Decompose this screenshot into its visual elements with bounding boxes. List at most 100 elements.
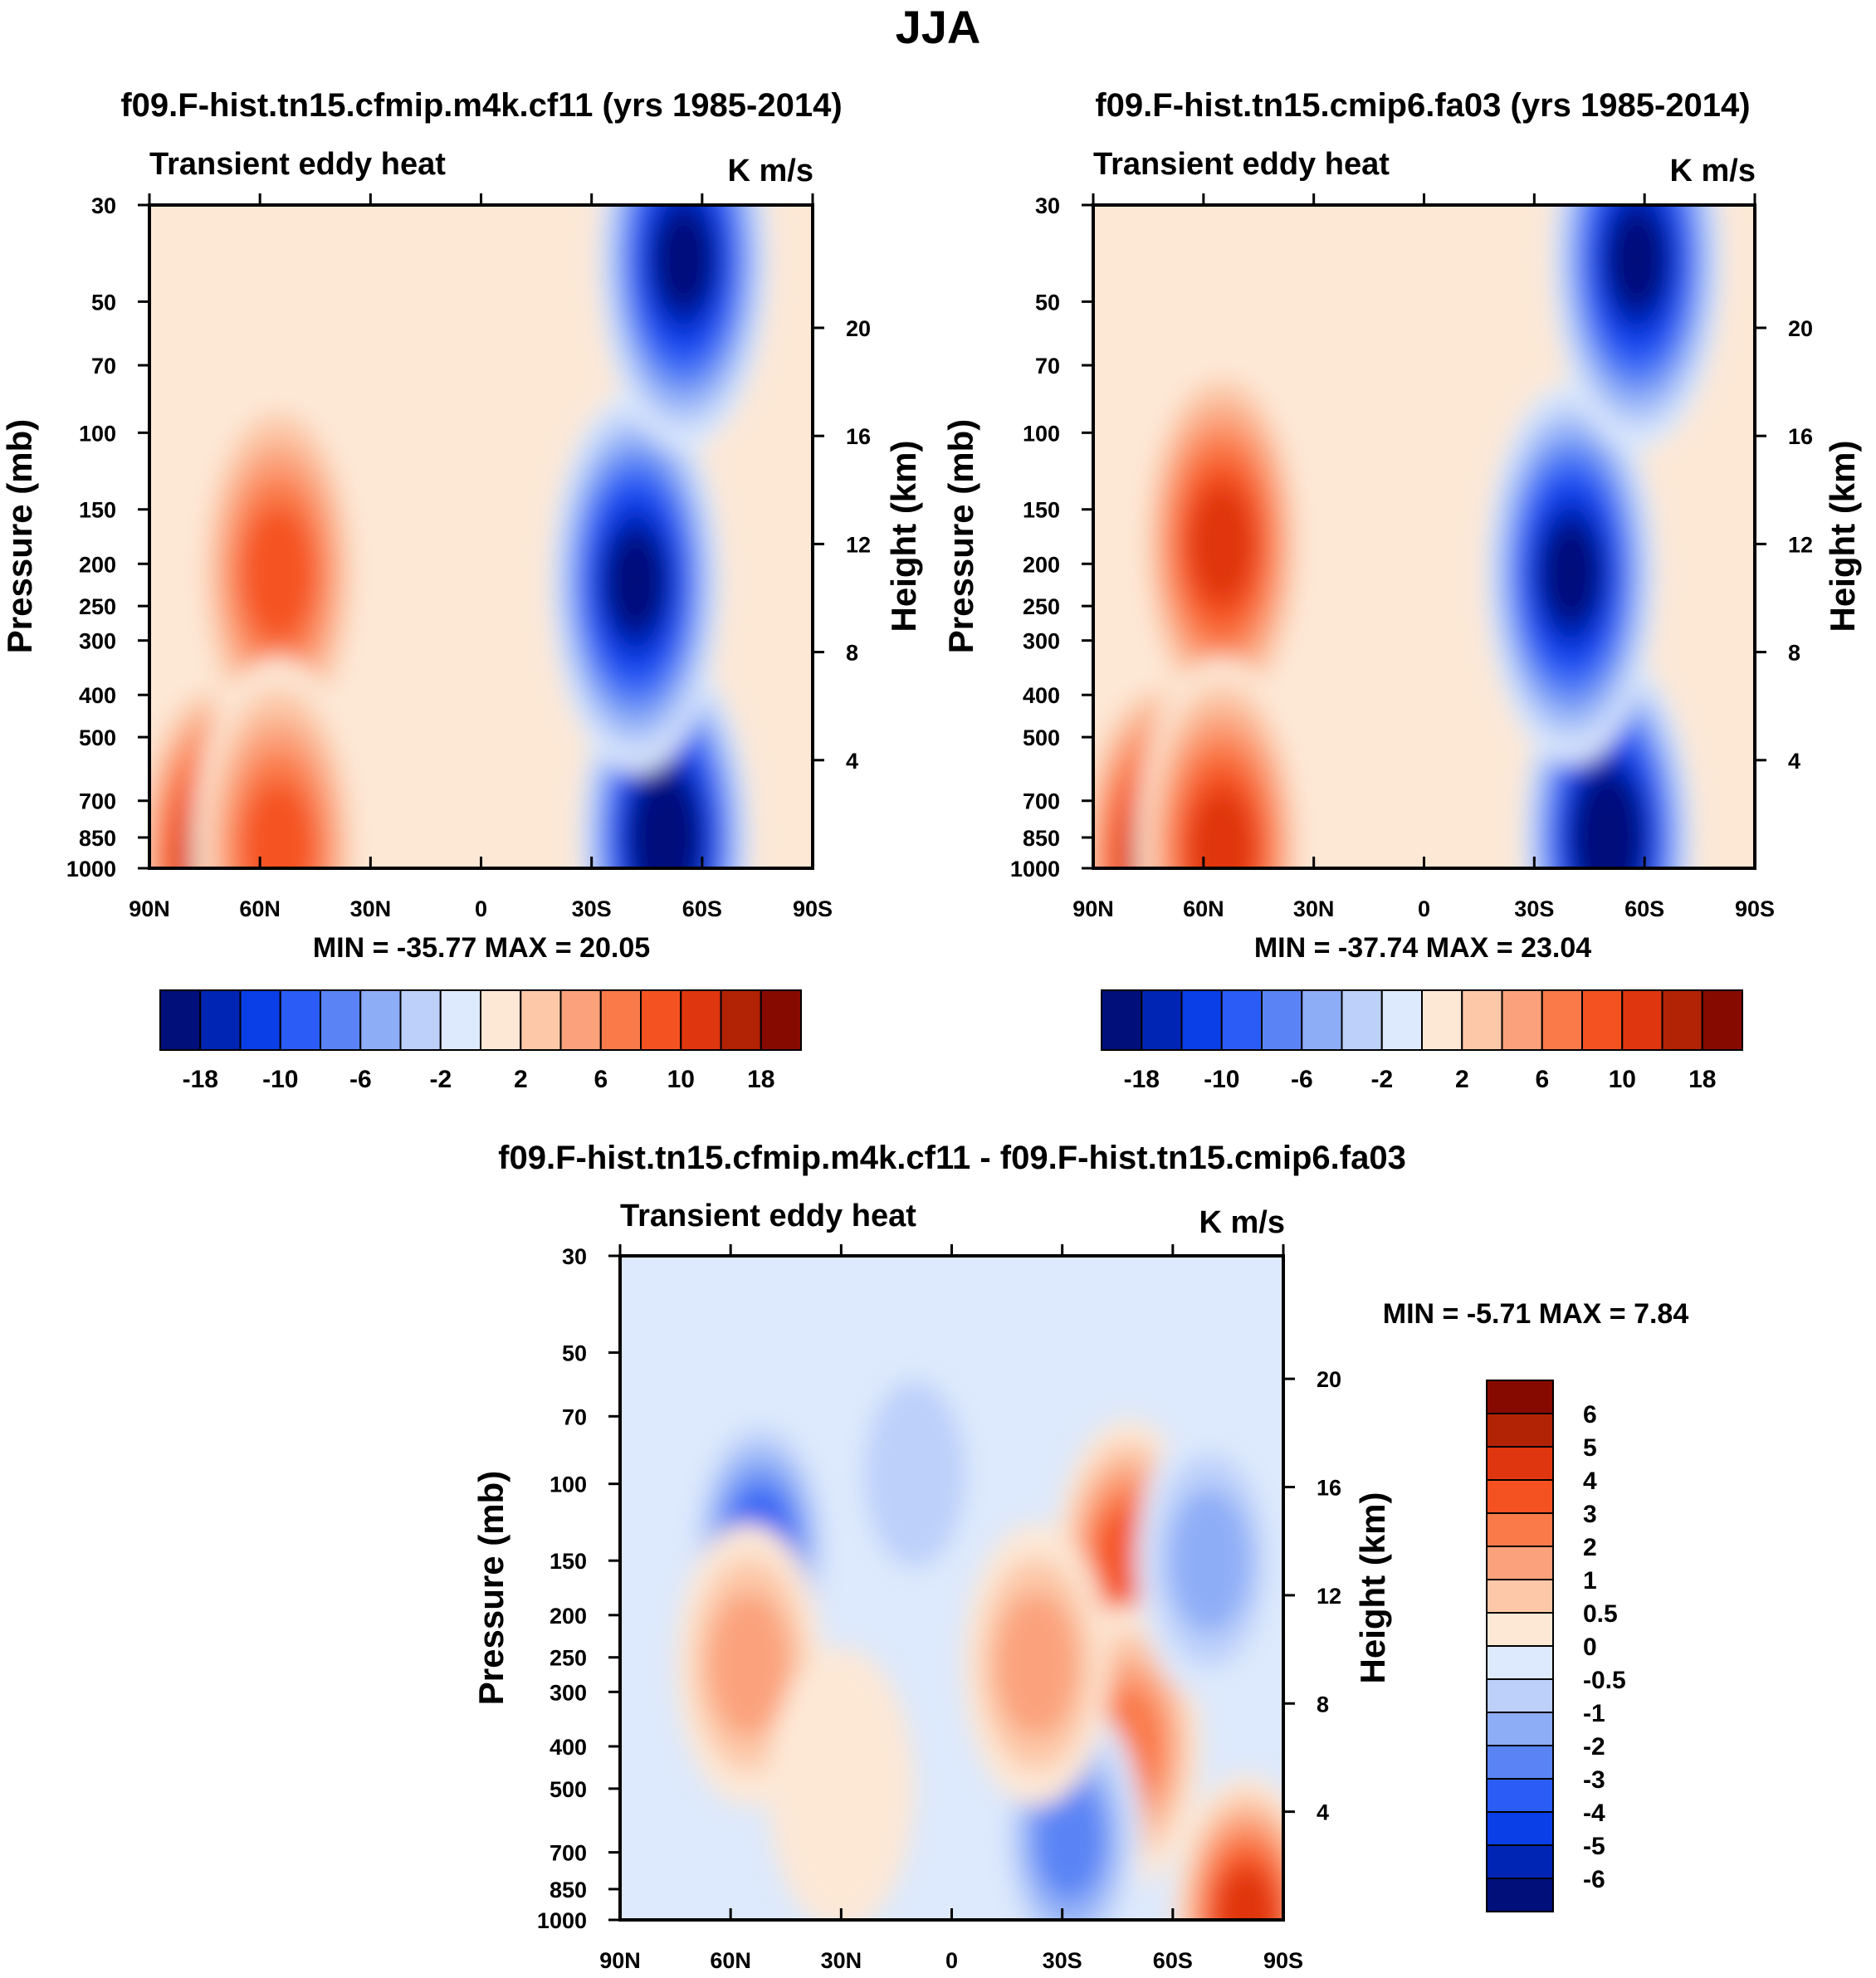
colorbar-label: -4	[1583, 1800, 1605, 1827]
colorbar-box	[1486, 1878, 1554, 1912]
colorbar-label: -10	[262, 1066, 298, 1093]
panel1-stats: MIN = -35.77 MAX = 20.05	[313, 932, 650, 964]
colorbar-label: 18	[747, 1066, 774, 1093]
x-tick-label: 30N	[1293, 896, 1335, 921]
colorbar-box	[1261, 989, 1303, 1051]
y-tick-label: 250	[1023, 594, 1060, 619]
panel2-units: K m/s	[1670, 154, 1756, 188]
x-tick-label: 30S	[572, 896, 612, 921]
colorbar-box	[1486, 1811, 1554, 1846]
colorbar-box	[439, 989, 481, 1051]
panel3-stats: MIN = -5.71 MAX = 7.84	[1383, 1298, 1689, 1330]
panel3-left-label: Transient eddy heat	[620, 1199, 916, 1233]
height-tick-label: 4	[1788, 749, 1800, 774]
colorbar-box	[199, 989, 242, 1051]
colorbar-label: -0.5	[1583, 1667, 1626, 1694]
colorbar-box	[1461, 989, 1503, 1051]
colorbar-box	[1661, 989, 1703, 1051]
colorbar-label: 3	[1583, 1501, 1597, 1528]
y-tick-label: 300	[1023, 629, 1060, 654]
colorbar-box	[1486, 1380, 1554, 1414]
panel2-ylabel: Pressure (mb)	[941, 419, 980, 653]
colorbar-label: -2	[1370, 1066, 1393, 1093]
colorbar-label: -18	[1124, 1066, 1160, 1093]
y-tick-label: 700	[1023, 789, 1060, 814]
y-tick-label: 70	[562, 1404, 587, 1429]
panel-model1: f09.F-hist.tn15.cfmip.m4k.cf11 (yrs 1985…	[0, 87, 923, 1093]
colorbar-box	[640, 989, 682, 1051]
colorbar-label: 2	[1455, 1066, 1469, 1093]
x-tick-label: 0	[945, 1948, 958, 1973]
colorbar-box	[1101, 989, 1143, 1051]
y-tick-label: 30	[562, 1244, 587, 1269]
panel1-units: K m/s	[728, 154, 813, 188]
colorbar-box	[1486, 1678, 1554, 1713]
contour-feature-9-level-0	[768, 1647, 915, 1920]
y-tick-label: 30	[1035, 193, 1060, 218]
contour-feature-1-level-4	[243, 506, 314, 640]
height-tick-label: 8	[846, 641, 858, 666]
height-tick-label: 12	[1788, 532, 1813, 557]
height-tick-label: 16	[846, 424, 871, 449]
x-tick-label: 60S	[682, 896, 722, 921]
colorbar-box	[1486, 1512, 1554, 1547]
colorbar-box	[1486, 1612, 1554, 1647]
colorbar-label: 0.5	[1583, 1600, 1618, 1628]
y-tick-label: 250	[79, 594, 116, 619]
y-tick-label: 850	[79, 826, 116, 851]
panel3-ylabel: Pressure (mb)	[471, 1471, 511, 1705]
colorbar-box	[1380, 989, 1423, 1051]
height-tick-label: 16	[1317, 1476, 1341, 1501]
panel1-colorbar: -18 -10 -6 -2 2 6 10 18	[159, 989, 802, 1093]
panel2-ylabel-right: Height (km)	[1823, 441, 1862, 632]
colorbar-box	[1220, 989, 1263, 1051]
y-tick-label: 400	[1023, 683, 1060, 708]
y-tick-label: 1000	[66, 857, 116, 882]
x-tick-label: 60N	[1183, 896, 1224, 921]
contour-feature-8-level-5	[1217, 1869, 1276, 1920]
colorbar-box	[1141, 989, 1183, 1051]
x-tick-label: 30N	[350, 896, 392, 921]
x-tick-label: 90S	[1735, 896, 1775, 921]
colorbar-box	[1581, 989, 1624, 1051]
y-tick-label: 200	[79, 552, 116, 577]
height-tick-label: 12	[846, 532, 871, 557]
colorbar-box	[1486, 1479, 1554, 1514]
colorbar-label: -6	[1583, 1866, 1605, 1893]
height-tick-label: 20	[846, 316, 871, 341]
height-tick-label: 20	[1317, 1367, 1341, 1392]
contour-feature-3-level-8	[638, 792, 692, 868]
colorbar-box	[1486, 1778, 1554, 1813]
panel2-title: f09.F-hist.tn15.cmip6.fa03 (yrs 1985-201…	[1095, 87, 1750, 124]
colorbar-label: 2	[1583, 1534, 1597, 1561]
y-tick-label: 400	[550, 1735, 587, 1760]
contour-feature-5-level-7	[655, 210, 712, 309]
x-tick-label: 30S	[1514, 896, 1554, 921]
colorbar-label: 6	[1583, 1401, 1597, 1429]
y-tick-label: 150	[79, 498, 116, 523]
colorbar-box	[359, 989, 402, 1051]
colorbar-box	[1486, 1712, 1554, 1746]
contour-feature-3-level-3	[1034, 1778, 1105, 1898]
colorbar-label: -6	[349, 1066, 372, 1093]
contour-feature-4-level-7	[608, 532, 664, 632]
colorbar-box	[1301, 989, 1343, 1051]
y-tick-label: 300	[550, 1680, 587, 1705]
panel1-left-label: Transient eddy heat	[149, 147, 446, 182]
y-tick-label: 300	[79, 629, 116, 654]
x-tick-label: 90N	[129, 896, 170, 921]
y-tick-label: 1000	[537, 1908, 587, 1933]
colorbar-box	[1486, 1413, 1554, 1448]
colorbar-box	[1541, 989, 1583, 1051]
colorbar-box	[1501, 989, 1543, 1051]
x-tick-label: 90S	[793, 896, 833, 921]
y-tick-label: 150	[1023, 498, 1060, 523]
height-tick-label: 8	[1317, 1692, 1329, 1717]
y-tick-label: 200	[1023, 552, 1060, 577]
y-tick-label: 100	[79, 421, 116, 446]
height-tick-label: 16	[1788, 424, 1813, 449]
colorbar-label: -1	[1583, 1700, 1605, 1727]
panel1-title: f09.F-hist.tn15.cfmip.m4k.cf11 (yrs 1985…	[120, 87, 842, 124]
colorbar-box	[1421, 989, 1463, 1051]
